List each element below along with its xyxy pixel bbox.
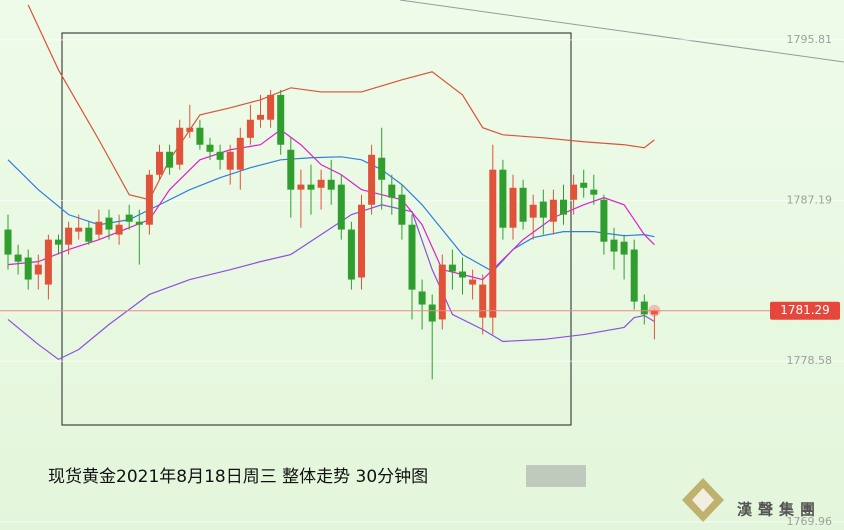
candle-body [398, 194, 406, 225]
candle-body [539, 201, 547, 218]
candle-body [267, 94, 275, 120]
highlight-box [61, 32, 572, 426]
candle-body [610, 239, 618, 252]
last-price-label: 1781.29 [780, 303, 830, 317]
last-price-box [770, 301, 840, 320]
candle-body [156, 151, 163, 175]
candle-body [529, 204, 537, 218]
candle-body [14, 254, 22, 262]
candle-body [479, 284, 487, 318]
logo-icon-inner [692, 488, 714, 512]
indicator-line [27, 4, 655, 201]
candle-body [287, 149, 295, 190]
candle-body [226, 151, 234, 170]
candle-body [75, 227, 83, 232]
candle-body [408, 224, 416, 290]
candle-body [55, 239, 62, 245]
indicator-line [7, 204, 655, 361]
candle-body [317, 179, 325, 188]
candle-body [105, 217, 113, 230]
candle-body [509, 187, 517, 228]
candle-body [246, 119, 254, 138]
candle-body [580, 182, 588, 188]
candle-body [277, 94, 285, 145]
candle-body [448, 264, 456, 272]
candle-body [34, 264, 42, 275]
candle-body [176, 127, 184, 165]
candle-body [428, 304, 436, 322]
candle-body [590, 189, 598, 195]
candle-body [600, 199, 608, 242]
candle-body [236, 137, 244, 170]
y-tick-label: 1795.81 [787, 33, 833, 46]
candle-body [4, 229, 12, 255]
candle-body [216, 151, 224, 160]
candle-body [630, 249, 638, 302]
candle-body [438, 264, 446, 320]
candle-body [620, 241, 628, 255]
candle-body [570, 184, 578, 200]
candle-body [115, 224, 123, 235]
candle-body [489, 169, 497, 318]
candle-body [650, 310, 658, 315]
candle-body [125, 214, 133, 222]
logo-text: 漢聲集團 [737, 501, 821, 519]
candle-body [640, 301, 648, 315]
candle-body [549, 199, 557, 222]
candle-body [95, 221, 103, 235]
candle-body [418, 291, 426, 305]
trend-line [399, 0, 844, 63]
candle-body [44, 239, 52, 285]
candle-body [307, 184, 315, 190]
candle-body [388, 184, 396, 198]
candle-body [297, 184, 305, 190]
candle-body [459, 271, 466, 278]
candle-body [519, 187, 527, 222]
candle-body [499, 169, 507, 228]
candle-body [469, 279, 477, 285]
candle-body [206, 144, 214, 152]
candle-body [196, 127, 204, 145]
y-tick-label: 1778.58 [787, 354, 833, 367]
candle-body [327, 179, 335, 190]
blurred-mark [526, 465, 586, 487]
last-price-glow [648, 304, 661, 317]
candle-body [85, 227, 93, 242]
candle-body [337, 184, 345, 230]
caption: 现货黄金2021年8月18日周三 整体走势 30分钟图 [48, 467, 428, 487]
candle-body [257, 114, 264, 120]
candle-body [135, 221, 143, 225]
candle-body [24, 257, 32, 280]
candle-body [358, 204, 365, 278]
y-tick-label: 1769.96 [787, 515, 833, 528]
candle-body [65, 227, 73, 245]
candle-body [560, 199, 567, 215]
candle-body [347, 229, 355, 280]
candle-body [145, 174, 153, 225]
candle-body [368, 154, 376, 205]
candle-body [166, 151, 174, 168]
candle-body [378, 157, 386, 180]
candle-body [186, 127, 194, 132]
y-tick-label: 1787.19 [787, 194, 833, 207]
